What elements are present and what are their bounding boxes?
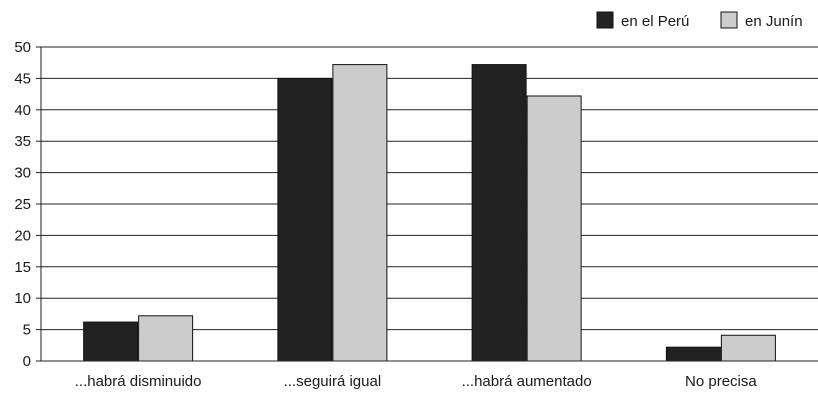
y-tick-label: 35 xyxy=(14,133,31,150)
legend-swatch-peru xyxy=(596,11,614,29)
gridlines xyxy=(41,46,818,331)
legend-swatch-junin xyxy=(720,11,738,29)
legend: en el Perú en Junín xyxy=(596,11,803,30)
x-category-label: No precisa xyxy=(685,373,757,390)
bar-junin-3 xyxy=(720,334,776,362)
legend-label-junin: en Junín xyxy=(745,13,803,30)
bar-peru-0 xyxy=(83,321,139,362)
bar-peru-2 xyxy=(471,64,527,362)
y-tick-label: 15 xyxy=(14,259,31,276)
x-category-label: ...habrá disminuido xyxy=(75,373,202,390)
y-tick-label: 0 xyxy=(23,353,31,370)
y-tick-label: 50 xyxy=(14,39,31,56)
bar-peru-3 xyxy=(665,346,721,362)
y-tick-label: 10 xyxy=(14,290,31,307)
y-tick-label: 20 xyxy=(14,227,31,244)
bar-junin-1 xyxy=(332,64,388,362)
y-tick-label: 30 xyxy=(14,165,31,182)
x-category-label: ...seguirá igual xyxy=(284,373,382,390)
bar-peru-1 xyxy=(277,77,333,362)
bar-junin-2 xyxy=(526,95,582,362)
axes: 0 5 10 15 20 25 30 35 40 45 50 ...habrá disminuido.… xyxy=(14,39,818,390)
bar-junin-0 xyxy=(138,315,194,362)
legend-label-peru: en el Perú xyxy=(621,13,689,30)
x-category-label: ...habrá aumentado xyxy=(462,373,592,390)
y-tick-label: 40 xyxy=(14,102,31,119)
y-tick-label: 5 xyxy=(23,322,31,339)
bars xyxy=(83,64,776,362)
y-tick-label: 45 xyxy=(14,70,31,87)
y-tick-label: 25 xyxy=(14,196,31,213)
